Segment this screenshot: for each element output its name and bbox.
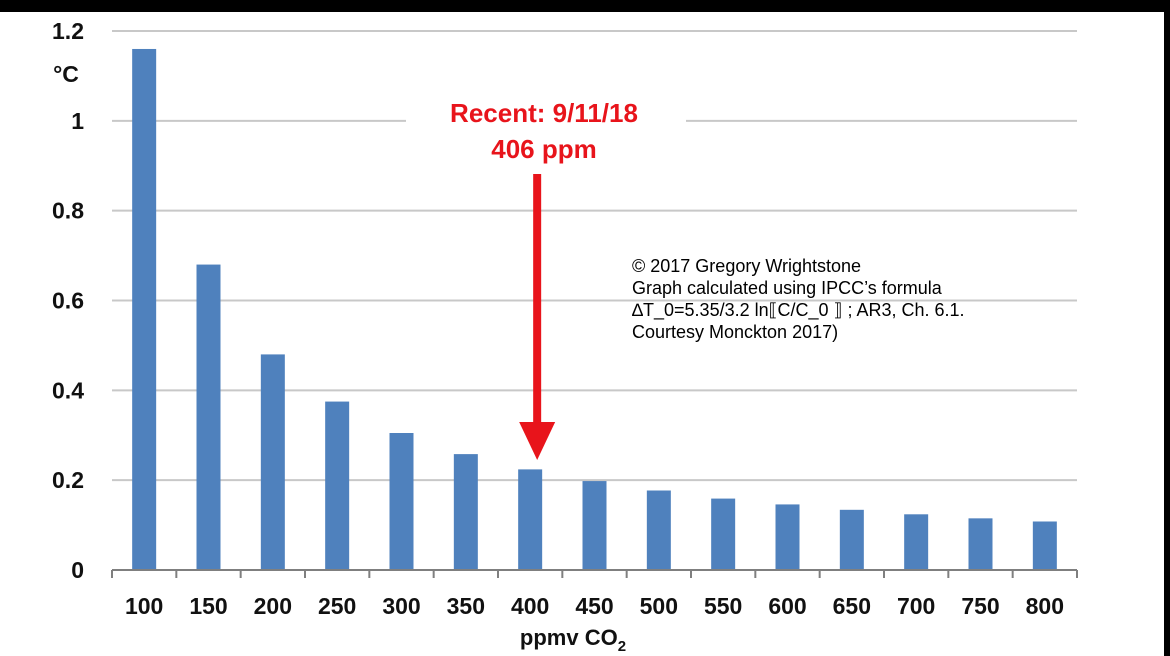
x-tick-label: 800 — [1026, 593, 1064, 619]
bar-700 — [904, 514, 929, 570]
y-tick-label: 0.2 — [52, 467, 84, 493]
credit-line-1: © 2017 Gregory Wrightstone — [632, 256, 862, 276]
x-tick-label: 250 — [318, 593, 356, 619]
credit-line-3: ∆T_0=5.35/3.2 ln⟦C/C_0 ⟧ ; AR3, Ch. 6.1. — [632, 300, 965, 320]
x-tick-label: 500 — [640, 593, 678, 619]
annotation-line-2: 406 ppm — [491, 134, 597, 164]
x-tick-labels: 100 150 200 250 300 350 400 450 500 550 600 650 700 7… — [125, 593, 1064, 619]
y-tick-label: 0.8 — [52, 198, 84, 224]
x-tick-label: 300 — [382, 593, 420, 619]
y-tick-label: 0 — [71, 557, 84, 583]
bar-350 — [453, 454, 478, 570]
y-axis-unit-label: °C — [53, 61, 79, 87]
x-axis-title-subscript: 2 — [618, 638, 626, 655]
bar-800 — [1032, 521, 1057, 570]
x-tick-label: 700 — [897, 593, 935, 619]
bar-550 — [711, 498, 736, 570]
x-tick-label: 650 — [833, 593, 871, 619]
bar-300 — [389, 433, 414, 570]
x-tick-label: 600 — [768, 593, 806, 619]
credit-line-2: Graph calculated using IPCC’s formula — [632, 278, 942, 298]
bar-200 — [260, 354, 285, 570]
x-axis — [111, 569, 1078, 578]
x-tick-label: 150 — [189, 593, 227, 619]
arrow-head — [519, 422, 556, 460]
x-tick-label: 550 — [704, 593, 742, 619]
red-arrow-icon — [519, 174, 556, 460]
x-tick-label: 100 — [125, 593, 163, 619]
y-tick-label: 1 — [71, 108, 84, 134]
annotation-background — [406, 95, 686, 161]
bar-150 — [196, 264, 221, 570]
right-border-band — [1164, 0, 1170, 656]
bar-400 — [518, 469, 543, 570]
x-axis-title: ppmv CO2 — [520, 625, 626, 655]
x-axis-title-main: ppmv CO — [520, 625, 618, 650]
x-tick-label: 200 — [254, 593, 292, 619]
bar-650 — [839, 509, 864, 570]
credit-line-4: Courtesy Monckton 2017) — [632, 322, 839, 342]
bars — [132, 48, 1057, 570]
y-tick-labels: 0 0.2 0.4 0.6 0.8 1 1.2 — [52, 18, 84, 583]
x-tick-label: 750 — [961, 593, 999, 619]
bar-450 — [582, 481, 607, 570]
y-tick-label: 0.4 — [52, 377, 84, 403]
bar-250 — [325, 401, 350, 570]
bar-750 — [968, 518, 993, 570]
y-tick-label: 0.6 — [52, 288, 84, 314]
top-border-band — [0, 0, 1170, 12]
bar-600 — [775, 504, 800, 570]
credit-text-block: © 2017 Gregory Wrightstone Graph calcula… — [632, 255, 1052, 343]
annotation-line-1: Recent: 9/11/18 — [450, 98, 638, 128]
bar-100 — [132, 48, 157, 570]
x-tick-label: 350 — [447, 593, 485, 619]
x-tick-label: 400 — [511, 593, 549, 619]
bar-500 — [646, 490, 671, 570]
x-tick-label: 450 — [575, 593, 613, 619]
y-tick-label: 1.2 — [52, 18, 84, 44]
